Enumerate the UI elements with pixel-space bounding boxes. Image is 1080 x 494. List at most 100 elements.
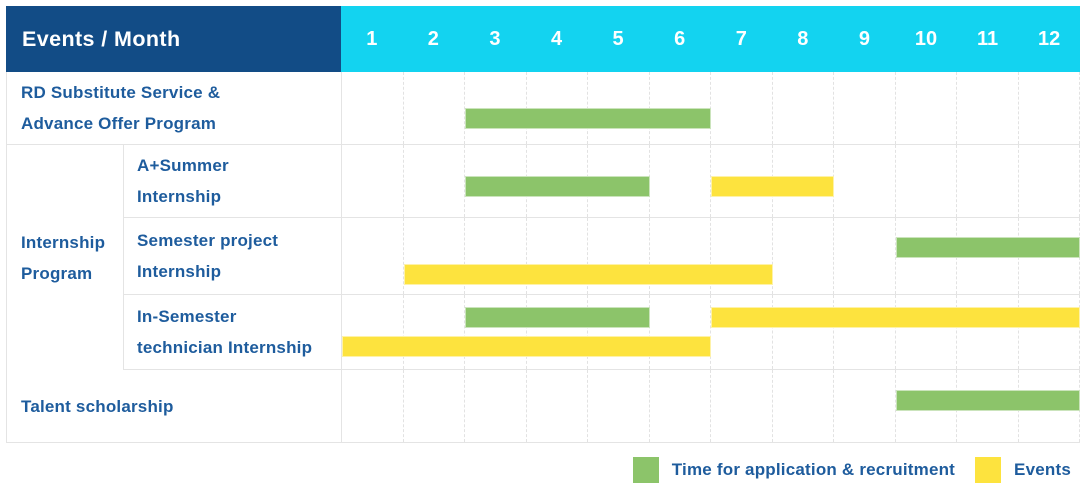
month-gridcell	[527, 370, 588, 442]
row-label-cell: In-Semester technician Internship	[123, 295, 341, 369]
month-gridcell	[834, 295, 896, 369]
row-track	[341, 295, 1080, 369]
application-color-swatch	[632, 457, 659, 483]
event-bar	[711, 176, 834, 197]
row-track	[341, 145, 1080, 217]
month-gridcell	[834, 145, 896, 217]
month-header-cell-10: 10	[914, 27, 938, 50]
event-bar	[342, 336, 711, 357]
legend-item-events: Events	[975, 457, 1071, 483]
application-bar	[895, 390, 1080, 411]
header-title: Events / Month	[22, 26, 181, 51]
row-track	[341, 218, 1080, 294]
month-gridcell	[650, 295, 711, 369]
month-gridcell	[527, 295, 588, 369]
row-label-line: In-Semester	[137, 307, 237, 326]
month-gridcell	[588, 218, 650, 294]
event-color-swatch	[975, 457, 1002, 483]
row-track	[341, 370, 1080, 442]
month-gridcell	[650, 370, 711, 442]
month-gridcell	[711, 72, 773, 144]
row-label-line: technician Internship	[137, 338, 313, 357]
month-gridcell	[834, 370, 896, 442]
row-label-line: Semester project	[137, 231, 279, 250]
month-header-cell-12: 12	[1038, 27, 1061, 50]
month-header-cell-11: 11	[976, 27, 999, 50]
month-gridcell	[404, 145, 465, 217]
row-label: In-Semester technician Internship	[137, 301, 312, 363]
month-gridcell	[711, 218, 773, 294]
schedule-table: Events / Month 1 2 3 4 5 6 7 8 9 10 11 12 RD Substi…	[6, 6, 1080, 443]
month-gridcell	[404, 218, 465, 294]
month-gridcell	[342, 295, 404, 369]
row-label-cell: Semester project Internship	[123, 218, 341, 294]
month-gridcell	[773, 295, 834, 369]
legend: Time for application & recruitment Event…	[632, 457, 1071, 483]
month-gridcell	[896, 295, 957, 369]
row-label-cell: A+Summer Internship	[123, 145, 341, 217]
application-bar	[465, 176, 650, 197]
month-gridcell	[773, 370, 834, 442]
month-header-cell-8: 8	[797, 27, 809, 50]
month-header-cell-5: 5	[612, 27, 624, 50]
application-bar	[895, 237, 1080, 258]
month-gridcell	[342, 72, 404, 144]
month-gridcell	[650, 218, 711, 294]
row-label-line: Internship	[137, 187, 222, 206]
month-header-row: 1 2 3 4 5 6 7 8 9 10 11 12	[341, 6, 1080, 72]
row-label-cell: Talent scholarship	[7, 370, 341, 442]
group-label: Internship Program	[21, 227, 105, 289]
month-header-cell-1: 1	[366, 27, 378, 50]
month-gridcell	[588, 370, 650, 442]
month-gridcell	[1019, 72, 1080, 144]
month-gridcell	[465, 218, 527, 294]
legend-item-application: Time for application & recruitment	[632, 457, 955, 483]
legend-label-events: Events	[1014, 460, 1071, 479]
group-label-line: Internship	[21, 232, 106, 252]
application-bar	[465, 108, 711, 129]
month-gridcell	[527, 218, 588, 294]
month-gridcell	[650, 145, 711, 217]
month-gridcell	[404, 370, 465, 442]
event-bar	[711, 307, 1080, 328]
month-gridcell	[404, 295, 465, 369]
row-group-internship-program: Internship Program A+Summer Internship	[7, 145, 1080, 370]
month-gridcell	[896, 72, 957, 144]
month-gridcell	[342, 370, 404, 442]
row-label-line: Internship	[137, 262, 222, 281]
table-header: Events / Month 1 2 3 4 5 6 7 8 9 10 11 12	[6, 6, 1080, 72]
row-label-line: Advance Offer Program	[21, 114, 217, 133]
month-gridcell	[773, 218, 834, 294]
month-header-cell-9: 9	[858, 27, 870, 50]
row-semester-project-internship: Semester project Internship	[123, 218, 1080, 295]
event-bar	[403, 264, 773, 285]
month-gridcell	[342, 218, 404, 294]
month-gridcell	[957, 72, 1019, 144]
table-body: RD Substitute Service & Advance Offer Pr…	[6, 72, 1080, 443]
month-gridcell	[342, 145, 404, 217]
header-title-cell: Events / Month	[6, 6, 341, 72]
row-label: A+Summer Internship	[137, 150, 229, 212]
month-header-cell-7: 7	[735, 27, 747, 50]
month-header-cell-3: 3	[489, 27, 501, 50]
group-label-cell: Internship Program	[7, 145, 123, 370]
month-gridcell	[465, 370, 527, 442]
row-in-semester-technician-internship: In-Semester technician Internship	[123, 295, 1080, 370]
month-gridcell	[834, 72, 896, 144]
row-label-line: Talent scholarship	[21, 396, 174, 416]
month-gridcell	[896, 145, 957, 217]
row-label: Talent scholarship	[21, 391, 174, 422]
row-label: Semester project Internship	[137, 225, 278, 287]
month-gridcell	[834, 218, 896, 294]
month-gridcell	[1019, 145, 1080, 217]
row-track	[341, 72, 1080, 144]
row-a-summer-internship: A+Summer Internship	[123, 145, 1080, 218]
month-header-cell-6: 6	[674, 27, 686, 50]
application-bar	[465, 307, 650, 328]
month-gridcell	[957, 145, 1019, 217]
row-label-cell: RD Substitute Service & Advance Offer Pr…	[7, 72, 341, 144]
month-gridcell	[711, 370, 773, 442]
month-header-cell-2: 2	[427, 27, 439, 50]
row-rd-substitute: RD Substitute Service & Advance Offer Pr…	[7, 72, 1080, 145]
